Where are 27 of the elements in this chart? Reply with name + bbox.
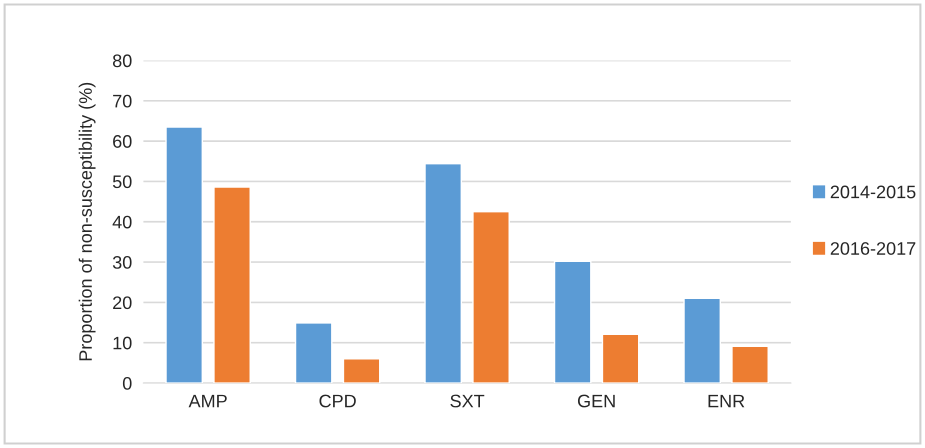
bar bbox=[213, 186, 251, 384]
legend-label: 2016-2017 bbox=[830, 242, 916, 255]
x-tick-label: AMP bbox=[188, 394, 227, 408]
y-tick-label: 20 bbox=[113, 296, 132, 310]
y-tick-label: 80 bbox=[112, 54, 132, 68]
x-tick-label: SXT bbox=[450, 394, 484, 408]
y-axis-title: Proportion of non-susceptibility (%) bbox=[78, 82, 96, 360]
legend-label: 2014-2015 bbox=[830, 186, 916, 198]
y-tick-label: 50 bbox=[112, 175, 132, 188]
bar bbox=[342, 358, 380, 384]
y-tick-label: 40 bbox=[112, 216, 132, 228]
y-tick-label: 0 bbox=[122, 376, 132, 390]
x-tick-label: CPD bbox=[319, 394, 356, 408]
x-tick-label: GEN bbox=[578, 394, 615, 408]
y-tick-label: 30 bbox=[112, 256, 132, 269]
bar bbox=[165, 126, 203, 384]
y-tick-label: 60 bbox=[113, 135, 132, 148]
y-tick-label: 10 bbox=[114, 336, 132, 350]
bar bbox=[683, 298, 721, 384]
x-tick-label: ENR bbox=[708, 394, 744, 408]
bar bbox=[424, 163, 462, 384]
bar bbox=[602, 334, 640, 384]
bar bbox=[472, 210, 510, 384]
bar bbox=[731, 346, 769, 384]
bar bbox=[294, 322, 332, 384]
bar bbox=[554, 260, 592, 384]
y-tick-label: 70 bbox=[113, 94, 132, 108]
